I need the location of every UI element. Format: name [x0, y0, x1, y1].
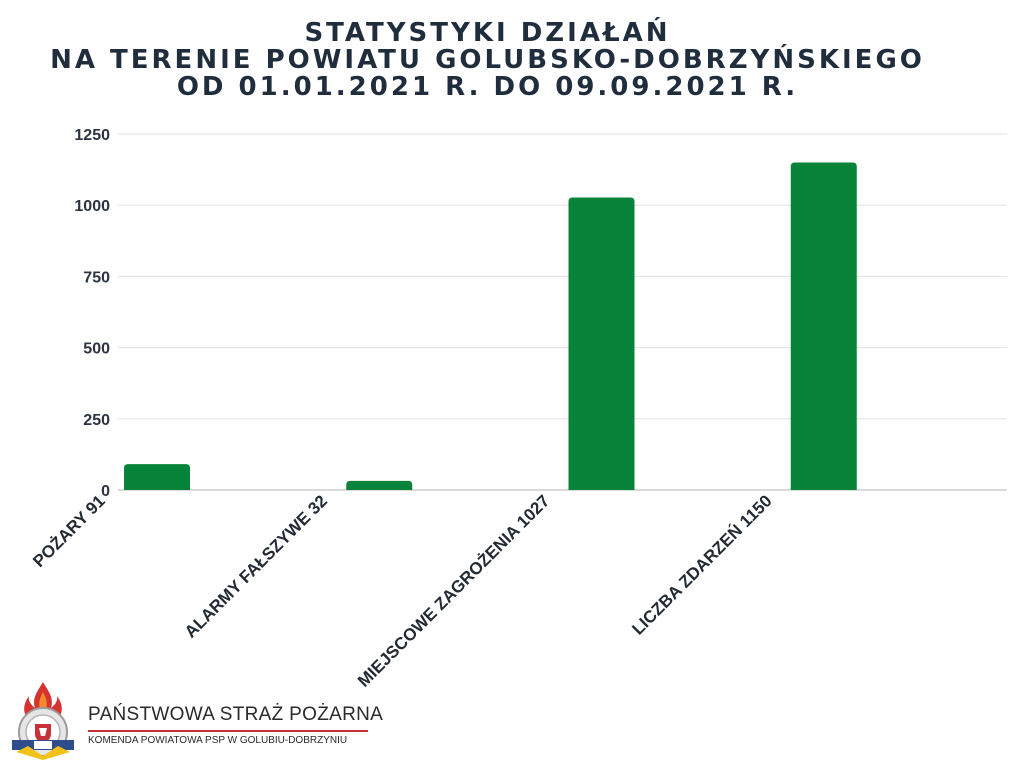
- y-tick-label: 0: [101, 483, 110, 500]
- x-axis-ticks: POŻARY 91 ALARMY FAŁSZYWE 32 MIEJSCOWE ZAG…: [29, 491, 775, 690]
- bar: [124, 464, 190, 490]
- title-line-1: STATYSTYKI DZIAŁAŃ: [304, 18, 671, 48]
- org-divider: [88, 730, 368, 732]
- grid-lines: [118, 133, 1007, 491]
- title-line-3: OD 01.01.2021 R. DO 09.09.2021 R.: [176, 72, 799, 102]
- x-tick-label: MIEJSCOWE ZAGROŻENIA 1027: [354, 491, 553, 690]
- bar: [346, 480, 413, 490]
- logo: PAŃSTWOWA STRAŻ POŻARNA KOMENDA POWIATOW…: [6, 680, 386, 762]
- x-tick-label: POŻARY 91: [29, 491, 109, 571]
- y-tick-label: 1250: [74, 127, 110, 144]
- org-subtitle: KOMENDA POWIATOWA PSP W GOLUBIU-DOBRZYNI…: [88, 735, 348, 746]
- org-name: PAŃSTWOWA STRAŻ POŻARNA: [88, 704, 384, 725]
- x-tick-label: ALARMY FAŁSZYWE 32: [181, 491, 331, 641]
- chart-title: STATYSTYKI DZIAŁAŃ NA TERENIE POWIATU GO…: [0, 20, 975, 101]
- title-line-2: NA TERENIE POWIATU GOLUBSKO-DOBRZYŃSKIEG…: [50, 45, 925, 75]
- bar: [568, 197, 635, 490]
- y-tick-label: 250: [83, 412, 110, 429]
- y-tick-label: 1000: [74, 198, 110, 215]
- x-tick-label: LICZBA ZDARZEŃ 1150: [628, 491, 775, 638]
- bar: [790, 162, 857, 491]
- y-axis-ticks: 0 250 500 750 1000 1250: [74, 127, 110, 500]
- y-tick-label: 500: [83, 341, 110, 358]
- fire-service-emblem-icon: [12, 682, 74, 760]
- y-tick-label: 750: [83, 269, 110, 286]
- bars: [124, 162, 857, 491]
